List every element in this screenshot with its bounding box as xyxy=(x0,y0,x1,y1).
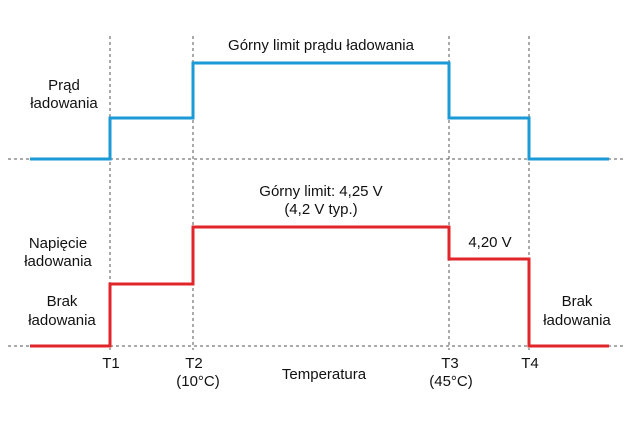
current-label-line2: ładowania xyxy=(30,95,98,112)
voltage-upper-limit-line1: Górny limit: 4,25 V xyxy=(259,183,382,200)
axis-title: Temperatura xyxy=(282,366,367,383)
current-upper-limit-label: Górny limit prądu ładowania xyxy=(228,37,415,54)
no-charge-left-line1: Brak xyxy=(47,293,78,310)
current-label-line1: Prąd xyxy=(48,77,80,94)
threshold-t2-note: (10°C) xyxy=(176,373,220,390)
no-charge-right-line2: ładowania xyxy=(543,312,611,329)
voltage-label-line2: ładowania xyxy=(24,253,92,270)
charging-current-curve xyxy=(30,61,609,161)
voltage-upper-limit-line2: (4,2 V typ.) xyxy=(284,201,357,218)
threshold-t2-label: T2 xyxy=(185,355,203,372)
threshold-t3-label: T3 xyxy=(441,355,459,372)
threshold-t1-label: T1 xyxy=(102,355,120,372)
charging-voltage-curve xyxy=(30,225,609,348)
no-charge-right-line1: Brak xyxy=(562,293,593,310)
no-charge-left-line2: ładowania xyxy=(28,312,96,329)
threshold-t4-label: T4 xyxy=(521,355,539,372)
threshold-t3-note: (45°C) xyxy=(429,373,473,390)
reduced-voltage-label: 4,20 V xyxy=(468,234,511,251)
voltage-label-line1: Napięcie xyxy=(29,235,87,252)
